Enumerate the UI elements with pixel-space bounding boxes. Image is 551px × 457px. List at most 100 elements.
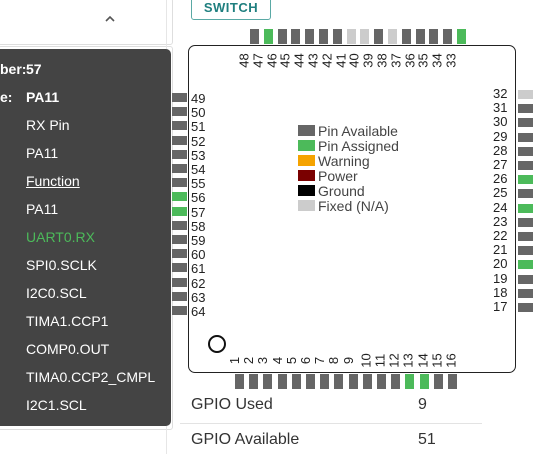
pin-pad-bottom[interactable] — [433, 374, 443, 389]
pin-number: 25 — [493, 185, 508, 201]
pin-pad-right[interactable] — [518, 217, 533, 227]
switch-button[interactable]: SWITCH — [191, 0, 271, 20]
pin-pad-right[interactable] — [518, 118, 533, 128]
pin-pad-right[interactable] — [518, 203, 533, 213]
pin-pad-bottom[interactable] — [362, 374, 372, 389]
pin-number: 57 — [191, 204, 206, 220]
pin-number: 4 — [269, 356, 285, 365]
pin-number: 23 — [493, 213, 508, 229]
pin-pad-top[interactable] — [457, 29, 466, 44]
pin-pad-bottom[interactable] — [448, 374, 457, 389]
pin-pad-left[interactable] — [172, 277, 187, 287]
tooltip-function-item: UART0.RX — [26, 229, 95, 245]
tooltip-function-item: TIMA1.CCP1 — [26, 313, 109, 329]
pin-pad-left[interactable] — [172, 178, 187, 188]
pin-pad-left[interactable] — [172, 135, 187, 145]
pin-pad-right[interactable] — [518, 175, 533, 185]
pin-pad-left[interactable] — [172, 164, 187, 173]
pin-pad-left[interactable] — [172, 263, 187, 273]
pin-pad-left[interactable] — [172, 192, 187, 202]
tooltip-function-item: I2C0.SCL — [26, 285, 87, 301]
pin-pad-left[interactable] — [172, 249, 187, 259]
pin-pad-right[interactable] — [518, 90, 533, 99]
pin-number: 24 — [493, 199, 508, 215]
pin-pad-right[interactable] — [518, 132, 533, 142]
pin-number: 48 — [236, 53, 252, 68]
pin-number: 35 — [416, 53, 432, 68]
pin-pad-left[interactable] — [172, 235, 187, 244]
pin-number: 30 — [493, 114, 508, 130]
pin-number: 54 — [191, 162, 206, 177]
pin-number: 12 — [386, 353, 402, 368]
pin-pad-top[interactable] — [305, 29, 315, 44]
pin-pad-bottom[interactable] — [348, 374, 358, 389]
pin-number: 63 — [191, 289, 206, 305]
pin-number: 40 — [347, 53, 363, 68]
gpio-used-row: GPIO Used 9 — [191, 388, 482, 422]
pin-pad-top[interactable] — [388, 29, 397, 44]
pin-pad-top[interactable] — [429, 29, 439, 44]
legend-item: Pin Available — [298, 123, 399, 138]
tooltip-pin-number-label: ber: — [0, 61, 27, 77]
pin-number: 50 — [191, 105, 206, 121]
gpio-available-row: GPIO Available 51 — [191, 423, 482, 457]
pin-pad-right[interactable] — [518, 189, 533, 199]
pin-pad-bottom[interactable] — [391, 374, 401, 389]
pin-pad-top[interactable] — [250, 29, 259, 44]
pin-pad-left[interactable] — [172, 291, 187, 301]
pin-pad-left[interactable] — [172, 121, 187, 131]
pin-pad-left[interactable] — [172, 107, 187, 117]
tooltip-function-item: PA11 — [26, 201, 59, 217]
chevron-up-icon[interactable] — [104, 13, 116, 25]
pin-pad-right[interactable] — [518, 232, 533, 241]
gpio-used-label: GPIO Used — [191, 396, 273, 413]
pin-pad-right[interactable] — [518, 274, 533, 284]
pin-pad-left[interactable] — [172, 306, 187, 315]
pin-pad-top[interactable] — [332, 29, 342, 44]
pin-pad-bottom[interactable] — [263, 374, 273, 389]
pin-number: 55 — [191, 176, 206, 192]
pin-number: 37 — [388, 53, 404, 68]
pin-pad-top[interactable] — [443, 29, 453, 44]
tooltip-function-item: RX Pin — [26, 117, 70, 133]
pin-pad-top[interactable] — [346, 29, 356, 44]
pin-pad-right[interactable] — [518, 288, 533, 298]
pin-pad-right[interactable] — [518, 146, 533, 156]
pin-pad-top[interactable] — [263, 29, 273, 44]
collapsible-section[interactable] — [0, 0, 173, 45]
pin-pad-bottom[interactable] — [377, 374, 386, 389]
pin-pad-right[interactable] — [518, 104, 533, 114]
pin-pad-left[interactable] — [172, 93, 187, 102]
pin-pad-bottom[interactable] — [320, 374, 330, 389]
pin-number: 38 — [374, 53, 390, 68]
pin-pad-top[interactable] — [360, 29, 370, 44]
pin-pad-left[interactable] — [172, 149, 187, 159]
pin-pad-right[interactable] — [518, 246, 533, 256]
pin-pad-bottom[interactable] — [291, 374, 301, 389]
pin-number: 3 — [255, 356, 271, 365]
pin-pad-bottom[interactable] — [306, 374, 315, 389]
pin-pad-right[interactable] — [518, 161, 533, 170]
pin-number: 49 — [191, 91, 206, 106]
pin-pad-bottom[interactable] — [249, 374, 259, 389]
pin-number: 58 — [191, 218, 206, 234]
pin-pad-bottom[interactable] — [405, 374, 415, 389]
pin-pad-top[interactable] — [415, 29, 425, 44]
pin-pad-left[interactable] — [172, 206, 187, 216]
pin-pad-top[interactable] — [401, 29, 411, 44]
pin-pad-bottom[interactable] — [235, 374, 244, 389]
pin-pad-left[interactable] — [172, 220, 187, 230]
pin-pad-top[interactable] — [319, 29, 328, 44]
pin-number: 31 — [493, 100, 508, 116]
pin-pad-bottom[interactable] — [277, 374, 287, 389]
pin-number: 11 — [372, 353, 388, 368]
legend-swatch — [298, 170, 315, 181]
pin-pad-right[interactable] — [518, 303, 533, 312]
pin-pad-bottom[interactable] — [334, 374, 344, 389]
pin-number: 13 — [401, 353, 417, 368]
pin-pad-top[interactable] — [277, 29, 287, 44]
pin-pad-right[interactable] — [518, 260, 533, 270]
pin-pad-top[interactable] — [291, 29, 301, 44]
pin-pad-bottom[interactable] — [419, 374, 429, 389]
pin-pad-top[interactable] — [374, 29, 384, 44]
